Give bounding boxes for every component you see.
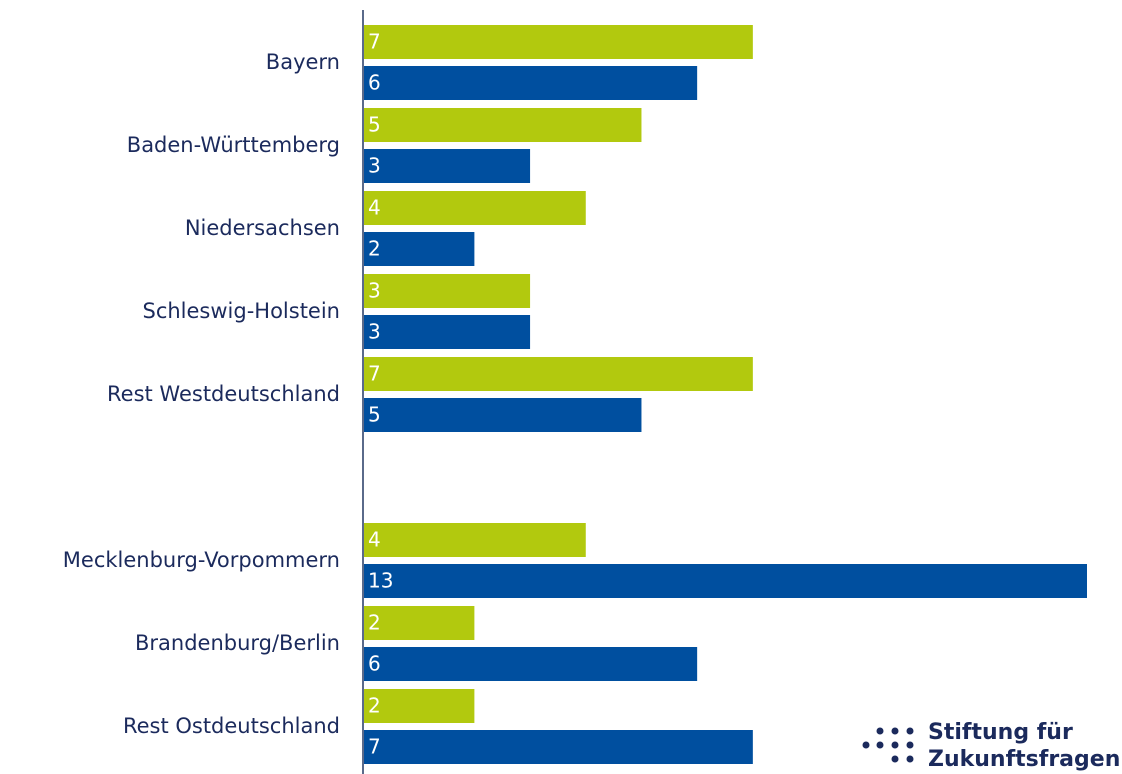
- logo-dot: [891, 727, 899, 735]
- bar: [363, 191, 586, 225]
- category-label: Rest Westdeutschland: [107, 382, 340, 406]
- value-label: 5: [368, 403, 381, 427]
- logo-dot: [906, 727, 914, 735]
- value-label: 3: [368, 279, 381, 303]
- logo-text: Zukunftsfragen: [928, 747, 1120, 772]
- bar: [363, 149, 531, 183]
- category-label: Bayern: [266, 50, 340, 74]
- logo-dot: [876, 741, 884, 749]
- bar: [363, 689, 475, 723]
- category-label: Mecklenburg-Vorpommern: [63, 548, 340, 572]
- logo-dot: [906, 741, 914, 749]
- logo-text: Stiftung für: [928, 720, 1073, 745]
- value-label: 7: [368, 735, 381, 759]
- value-label: 13: [368, 569, 393, 593]
- category-label: Rest Ostdeutschland: [123, 714, 340, 738]
- bar: [363, 523, 586, 557]
- bar: [363, 66, 698, 100]
- bar: [363, 315, 531, 349]
- bar: [363, 564, 1087, 598]
- value-label: 7: [368, 362, 381, 386]
- bar: [363, 730, 753, 764]
- logo-dot: [906, 755, 914, 763]
- logo-dot: [891, 755, 899, 763]
- value-label: 6: [368, 71, 381, 95]
- value-label: 3: [368, 154, 381, 178]
- bar: [363, 606, 475, 640]
- value-label: 4: [368, 528, 381, 552]
- bar: [363, 25, 753, 59]
- bar: [363, 398, 642, 432]
- category-label: Schleswig-Holstein: [142, 299, 340, 323]
- value-label: 2: [368, 237, 381, 261]
- logo-dot: [891, 741, 899, 749]
- bar: [363, 647, 698, 681]
- logo: Stiftung für Zukunftsfragen: [862, 720, 1120, 772]
- bar: [363, 357, 753, 391]
- value-label: 2: [368, 694, 381, 718]
- logo-dot: [876, 727, 884, 735]
- category-label: Niedersachsen: [185, 216, 340, 240]
- category-label: Baden-Württemberg: [127, 133, 340, 157]
- category-label: Brandenburg/Berlin: [135, 631, 340, 655]
- value-label: 6: [368, 652, 381, 676]
- value-label: 5: [368, 113, 381, 137]
- value-label: 2: [368, 611, 381, 635]
- bar: [363, 108, 642, 142]
- value-label: 4: [368, 196, 381, 220]
- bar: [363, 232, 475, 266]
- value-label: 3: [368, 320, 381, 344]
- logo-dot: [862, 741, 870, 749]
- value-label: 7: [368, 30, 381, 54]
- bar: [363, 274, 531, 308]
